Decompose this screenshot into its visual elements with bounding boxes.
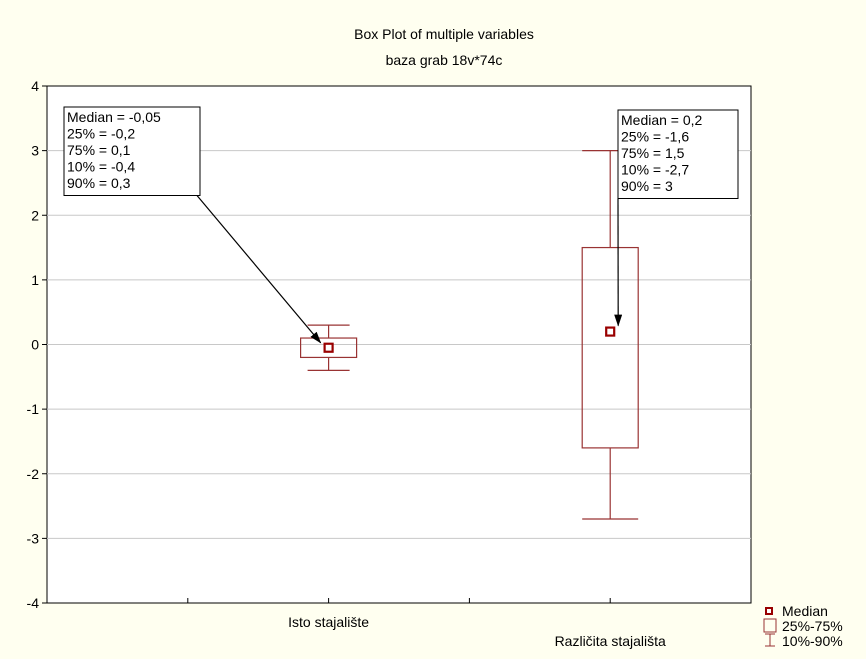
legend-label: 10%-90% <box>782 633 843 649</box>
x-category-label: Različita stajališta <box>555 633 666 649</box>
legend-median-icon <box>766 608 772 614</box>
y-tick-label: 1 <box>31 272 39 288</box>
chart-subtitle: baza grab 18v*74c <box>386 52 503 68</box>
annotation-line: 25% = -0,2 <box>67 126 135 142</box>
annotation-line: 75% = 0,1 <box>67 142 131 158</box>
legend-item-whisker: 10%-90% <box>765 633 843 649</box>
legend-item-median-marker: Median <box>766 603 828 619</box>
annotation-line: Median = 0,2 <box>621 112 703 128</box>
y-tick-label: 2 <box>31 207 39 223</box>
annotation-line: 25% = -1,6 <box>621 129 689 145</box>
x-category-label: Isto stajalište <box>288 614 369 630</box>
annotation-line: 90% = 0,3 <box>67 175 131 191</box>
y-axis: 4 3 2 1 0 -1 -2 -3 -4 <box>27 78 47 611</box>
median-marker <box>606 328 614 336</box>
annotation-line: 75% = 1,5 <box>621 145 685 161</box>
y-tick-label: 0 <box>31 337 39 353</box>
annotation-line: 90% = 3 <box>621 178 673 194</box>
y-tick-label: -3 <box>27 530 40 546</box>
median-marker <box>325 344 333 352</box>
annotation-line: Median = -0,05 <box>67 109 161 125</box>
legend-item-box: 25%-75% <box>764 618 843 634</box>
annotation-line: 10% = -0,4 <box>67 159 135 175</box>
y-tick-label: -2 <box>27 466 40 482</box>
y-tick-label: 4 <box>31 78 39 94</box>
legend-label: 25%-75% <box>782 618 843 634</box>
legend-box-icon <box>764 619 776 632</box>
y-tick-label: -1 <box>27 401 40 417</box>
chart-title: Box Plot of multiple variables <box>354 26 534 42</box>
x-axis-labels: Isto stajalište Različita stajališta <box>288 614 666 649</box>
y-tick-label: -4 <box>27 595 40 611</box>
legend-label: Median <box>782 603 828 619</box>
annotation-line: 10% = -2,7 <box>621 162 689 178</box>
y-tick-label: 3 <box>31 143 39 159</box>
